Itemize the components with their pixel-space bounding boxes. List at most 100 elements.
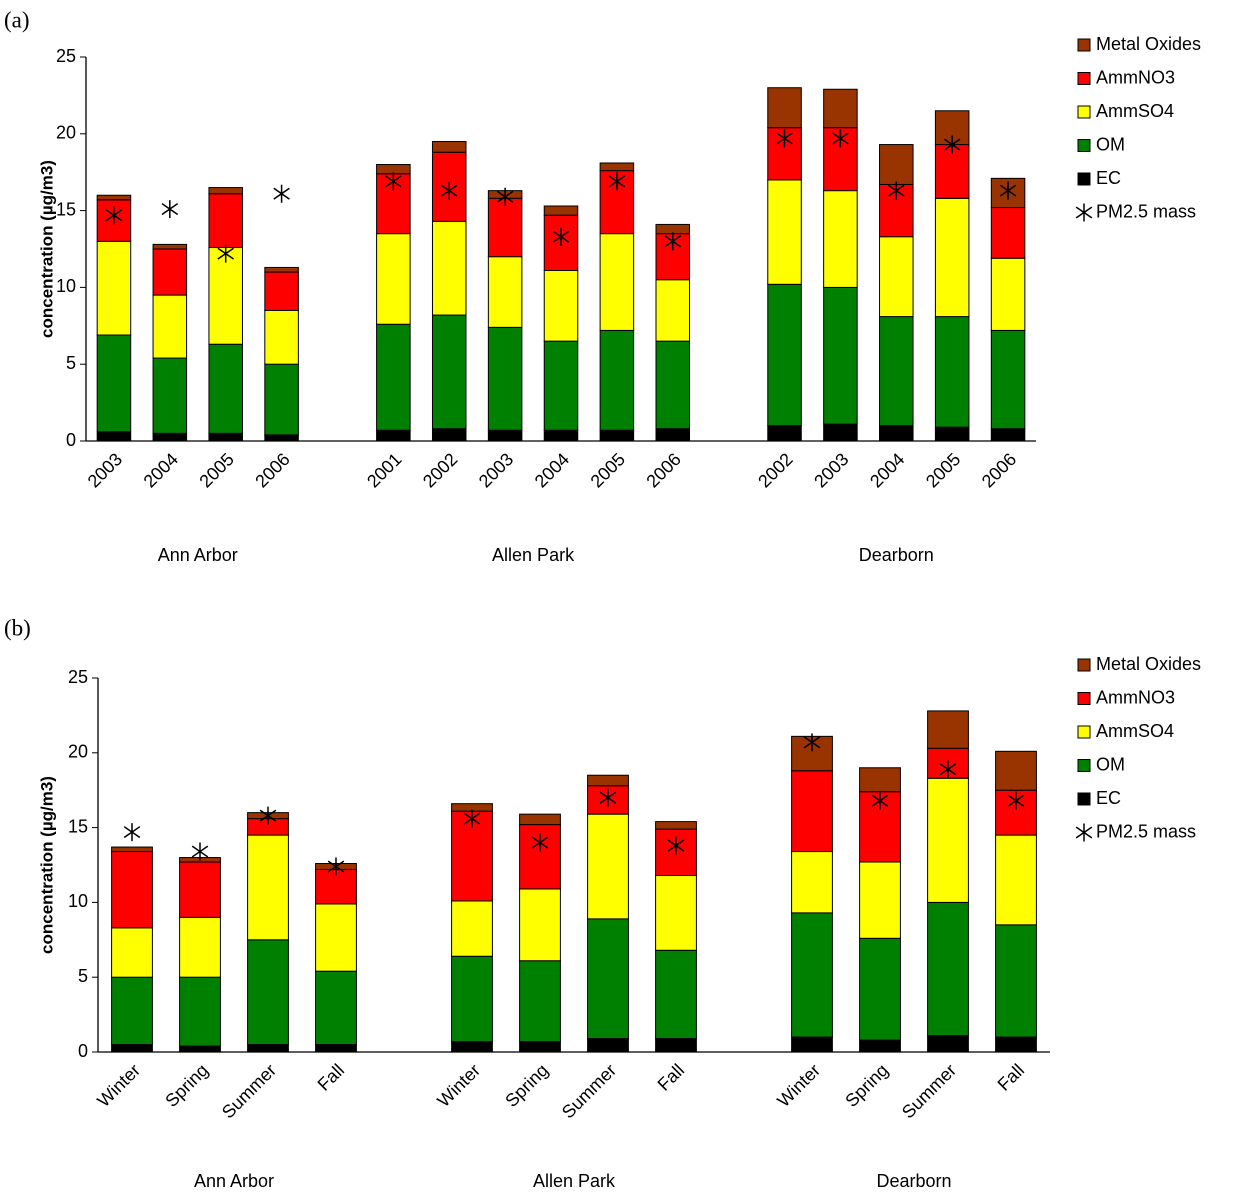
x-tick-label: 2005 <box>195 449 237 491</box>
bar-segment <box>927 710 969 749</box>
marker <box>327 857 345 876</box>
bar-segment <box>990 207 1026 259</box>
marker <box>943 135 961 154</box>
bar-segment <box>587 813 629 920</box>
x-tick-label: Winter <box>433 1060 484 1111</box>
legend-label: EC <box>1096 168 1121 188</box>
bar-segment <box>927 1035 969 1053</box>
bar-segment <box>599 429 635 442</box>
bar-segment <box>934 197 970 318</box>
marker <box>496 187 514 206</box>
bar-segment <box>791 912 833 1038</box>
legend-label: AmmNO3 <box>1096 687 1175 707</box>
marker <box>440 181 458 200</box>
bar-segment <box>543 340 579 431</box>
y-tick-label: 25 <box>68 667 88 687</box>
bar-segment <box>179 916 221 978</box>
marker <box>832 129 849 148</box>
x-tick-label: Fall <box>994 1060 1029 1095</box>
legend-swatch <box>1077 139 1091 152</box>
bar-segment <box>315 903 357 972</box>
legend-marker <box>1075 203 1093 222</box>
bar-segment <box>487 429 523 442</box>
bar-segment <box>655 874 697 951</box>
x-tick-label: Summer <box>898 1060 960 1122</box>
y-tick-label: 10 <box>56 276 76 296</box>
x-tick-label: Winter <box>773 1060 824 1111</box>
marker <box>888 181 905 200</box>
bar-segment <box>519 888 561 962</box>
bar-segment <box>655 279 691 342</box>
bar-segment <box>927 901 969 1037</box>
group-label: Allen Park <box>492 545 575 565</box>
x-tick-label: Spring <box>501 1060 552 1111</box>
x-tick-label: Fall <box>654 1060 689 1095</box>
bar-segment <box>487 326 523 431</box>
bar-segment <box>315 970 357 1046</box>
x-tick-label: Summer <box>218 1060 280 1122</box>
x-tick-label: Spring <box>161 1060 212 1111</box>
y-tick-label: 10 <box>68 891 88 911</box>
bar-segment <box>208 432 243 442</box>
bar-segment <box>431 140 467 153</box>
legend-swatch <box>1077 725 1091 739</box>
bar-segment <box>767 283 802 427</box>
y-axis-label: concentration (µg/m3) <box>37 160 56 338</box>
bar-segment <box>376 164 411 175</box>
legend-swatch <box>1077 172 1091 186</box>
bar-segment <box>431 314 467 430</box>
x-tick-label: 2004 <box>866 449 908 491</box>
y-tick-label: 25 <box>56 46 76 66</box>
bar-segment <box>587 918 629 1040</box>
y-tick-label: 5 <box>78 966 88 986</box>
bar-segment <box>990 257 1026 331</box>
bar-segment <box>587 1038 629 1053</box>
marker <box>871 791 889 810</box>
marker <box>123 823 141 842</box>
bar-segment <box>487 197 523 258</box>
bar-segment <box>264 363 299 436</box>
bar-segment <box>823 286 858 425</box>
marker <box>217 244 234 263</box>
bar-segment <box>934 426 970 442</box>
group-label: Allen Park <box>533 1171 616 1191</box>
bar-segment <box>111 1044 153 1053</box>
bar-segment <box>487 256 523 328</box>
marker <box>776 129 793 148</box>
bar-segment <box>879 236 914 318</box>
bar-segment <box>543 270 579 342</box>
marker <box>599 788 617 807</box>
bar-segment <box>111 976 153 1046</box>
marker <box>105 206 123 225</box>
legend-swatch <box>1077 72 1091 85</box>
bar-segment <box>96 334 132 433</box>
bar-segment <box>431 428 467 442</box>
bar-segment <box>315 1044 357 1053</box>
bar-segment <box>208 187 243 195</box>
marker <box>191 842 209 861</box>
bar-segment <box>451 900 493 957</box>
bar-segment <box>599 233 635 331</box>
bar-segment <box>376 323 411 431</box>
bar-segment <box>879 316 914 427</box>
marker <box>664 232 682 251</box>
y-tick-label: 15 <box>56 199 76 219</box>
bar-segment <box>111 851 153 929</box>
bar-segment <box>655 340 691 430</box>
legend-marker <box>1075 823 1093 842</box>
marker <box>463 809 481 828</box>
x-tick-label: 2002 <box>419 449 461 491</box>
bar-segment <box>208 246 243 345</box>
bar-segment <box>264 309 299 365</box>
bar-segment <box>767 87 802 129</box>
bar-segment <box>152 357 188 434</box>
y-tick-label: 20 <box>56 123 76 143</box>
legend-label: AmmNO3 <box>1096 67 1175 87</box>
bar-segment <box>791 770 833 853</box>
legend-swatch <box>1077 759 1091 772</box>
group-label: Dearborn <box>876 1171 951 1191</box>
x-tick-label: Fall <box>314 1060 349 1095</box>
bar-segment <box>767 425 802 442</box>
